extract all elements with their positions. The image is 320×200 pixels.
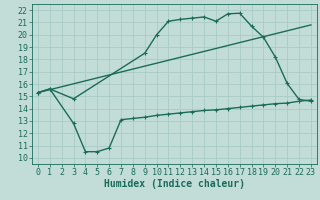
X-axis label: Humidex (Indice chaleur): Humidex (Indice chaleur) [104, 179, 245, 189]
